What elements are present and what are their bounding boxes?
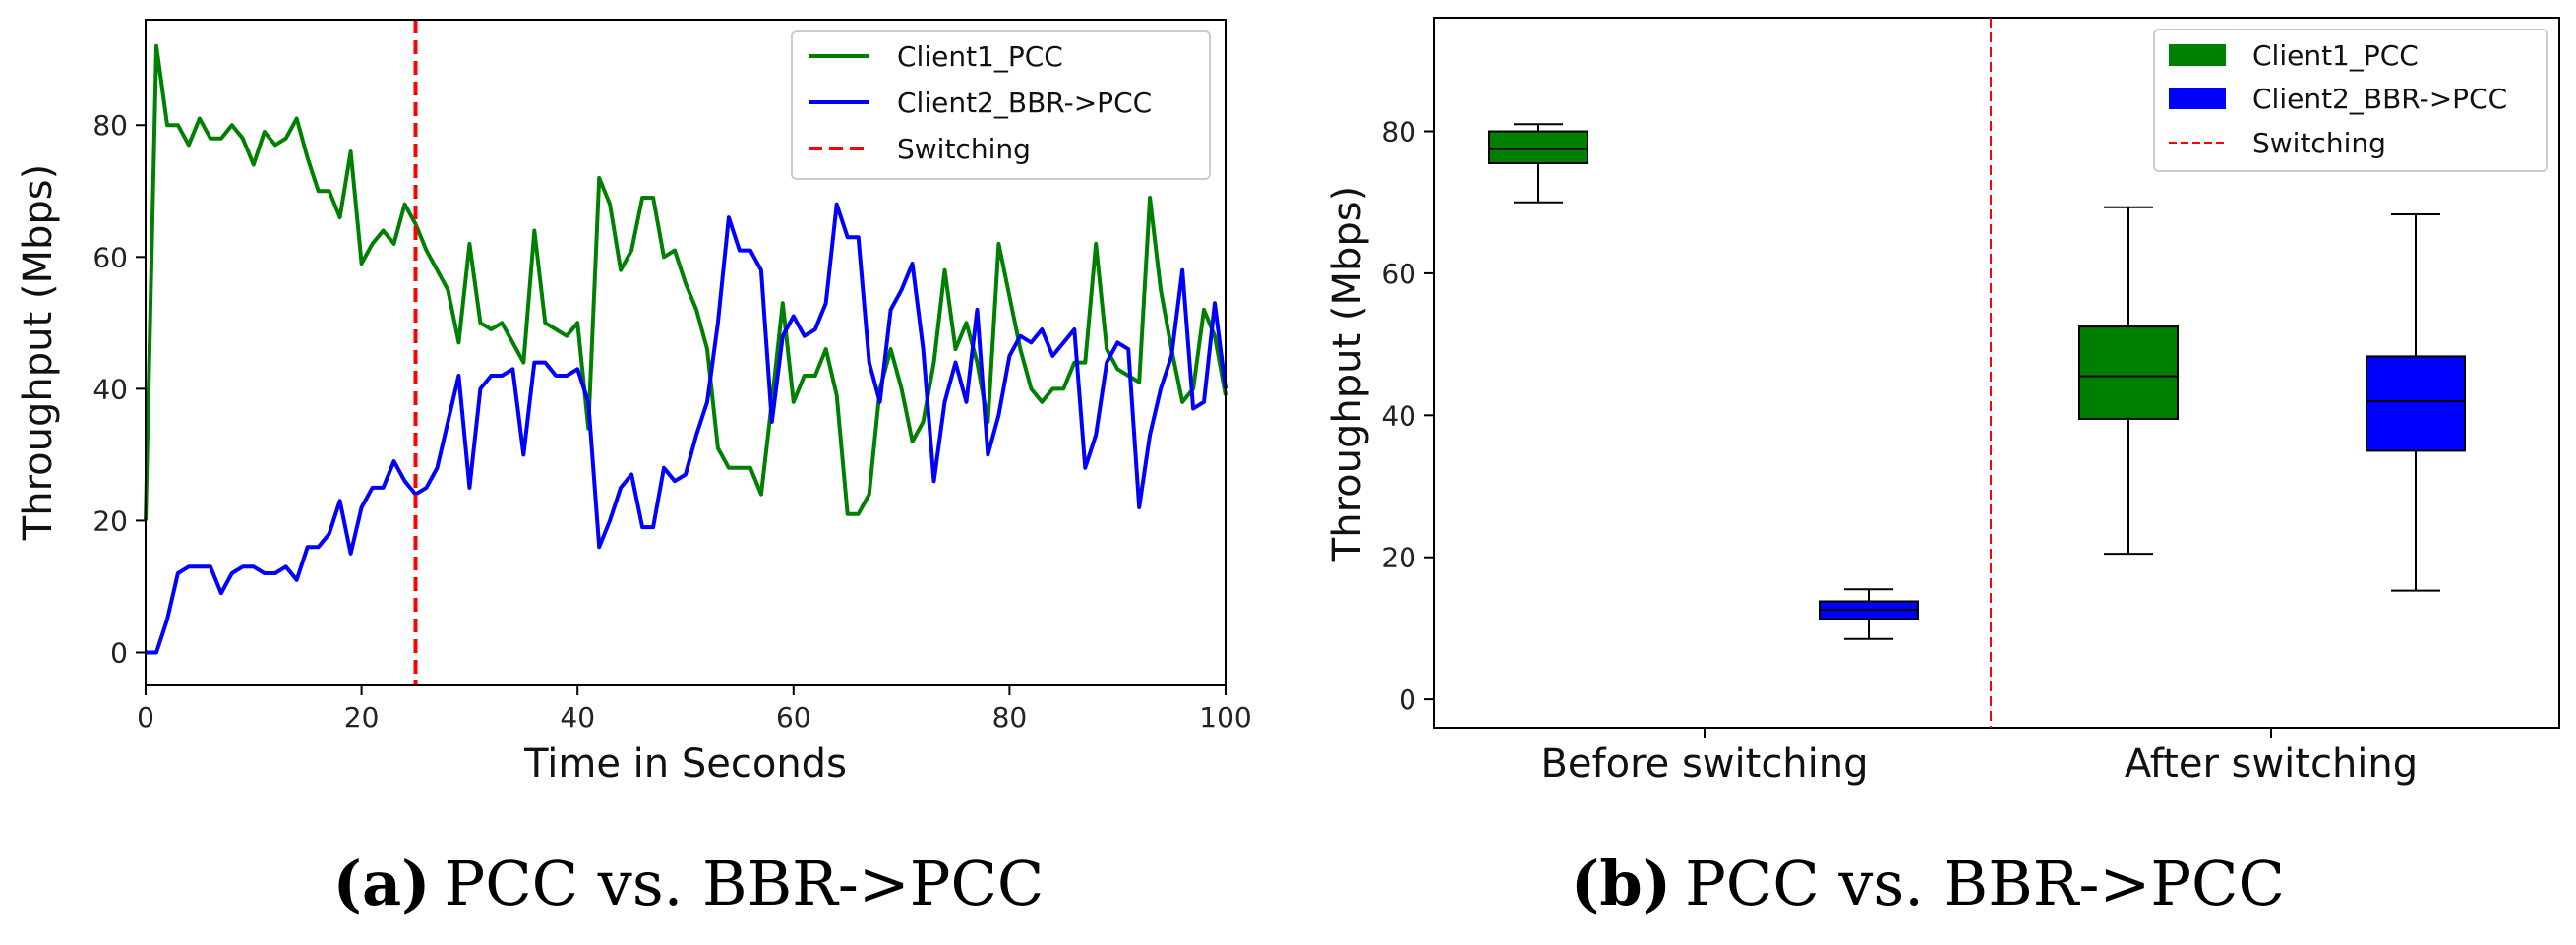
line-chart-panel: 0 20 40 60 80 100 0 20 40 60 80 Time in Seconds T… <box>16 19 1252 787</box>
box-body <box>1488 130 1588 165</box>
legend-label-client1-b: Client1_PCC <box>2252 39 2419 72</box>
x-tick-label: 0 <box>137 701 154 734</box>
y-axis-label-b: Throughput (Mbps) <box>1325 186 1370 562</box>
x-ticks: 0 20 40 60 80 100 <box>137 685 1252 734</box>
x-tick-label-before: Before switching <box>1540 741 1868 787</box>
box-body <box>2078 325 2179 420</box>
x-axis-label: Time in Seconds <box>523 741 847 787</box>
y-ticks-b: 0 20 40 60 80 <box>1381 116 1434 716</box>
plot-frame-b <box>1433 17 2560 729</box>
box-plot-panel: 0 20 40 60 80 Before switching After switchi… <box>1325 17 2560 787</box>
y-tick-label-b: 0 <box>1399 683 1416 716</box>
box-group <box>1488 123 2466 640</box>
y-tick-label: 0 <box>110 636 128 669</box>
legend-label-switching: Switching <box>897 133 1031 165</box>
x-ticks-b: Before switching After switching <box>1540 728 2418 787</box>
y-tick-label-b: 20 <box>1381 542 1416 574</box>
x-tick-label-after: After switching <box>2125 741 2418 787</box>
x-tick-label: 20 <box>344 701 380 734</box>
y-tick-label-b: 40 <box>1381 399 1416 432</box>
x-tick-label: 80 <box>992 701 1028 734</box>
legend-box-b <box>2153 29 2548 172</box>
y-tick-label-b: 80 <box>1381 116 1416 148</box>
caption-a-letter: (a) <box>333 848 431 919</box>
box-3 <box>2078 206 2179 556</box>
legend-label-client2: Client2_BBR->PCC <box>897 87 1152 119</box>
caption-b: (b) PCC vs. BBR->PCC <box>1571 848 2285 919</box>
y-tick-label: 20 <box>92 504 128 537</box>
y-tick-label-b: 60 <box>1381 258 1416 290</box>
series-line-2 <box>146 202 1228 655</box>
caption-a-text: PCC vs. BBR->PCC <box>444 848 1044 919</box>
box-body <box>2366 355 2466 452</box>
legend: Client1_PCC Client2_BBR->PCC Switching <box>791 30 1211 180</box>
legend-swatch-client2-b <box>2169 88 2226 109</box>
legend-b: Client1_PCC Client2_BBR->PCC Switching <box>2153 29 2548 172</box>
caption-b-text: PCC vs. BBR->PCC <box>1685 848 2285 919</box>
x-tick-label: 40 <box>560 701 595 734</box>
series-line-1 <box>144 43 1228 521</box>
caption-b-letter: (b) <box>1571 848 1671 919</box>
caption-a: (a) PCC vs. BBR->PCC <box>333 848 1045 919</box>
x-tick-label: 60 <box>776 701 811 734</box>
y-ticks: 0 20 40 60 80 <box>92 109 146 669</box>
line-series-group <box>144 43 1228 655</box>
box-4 <box>2366 212 2466 592</box>
box-1 <box>1488 123 1588 204</box>
legend-label-client2-b: Client2_BBR->PCC <box>2252 83 2507 115</box>
y-tick-label: 40 <box>92 373 128 405</box>
legend-label-client1: Client1_PCC <box>897 40 1063 73</box>
x-tick-label: 100 <box>1199 701 1251 734</box>
y-tick-label: 60 <box>92 241 128 273</box>
y-axis-label: Throughput (Mbps) <box>16 164 61 541</box>
legend-swatch-client1-b <box>2169 44 2226 66</box>
y-tick-label: 80 <box>92 109 128 142</box>
plot-frame <box>145 19 1227 686</box>
legend-label-switching-b: Switching <box>2252 127 2386 159</box>
box-2 <box>1819 588 1919 640</box>
legend-box <box>791 30 1211 180</box>
